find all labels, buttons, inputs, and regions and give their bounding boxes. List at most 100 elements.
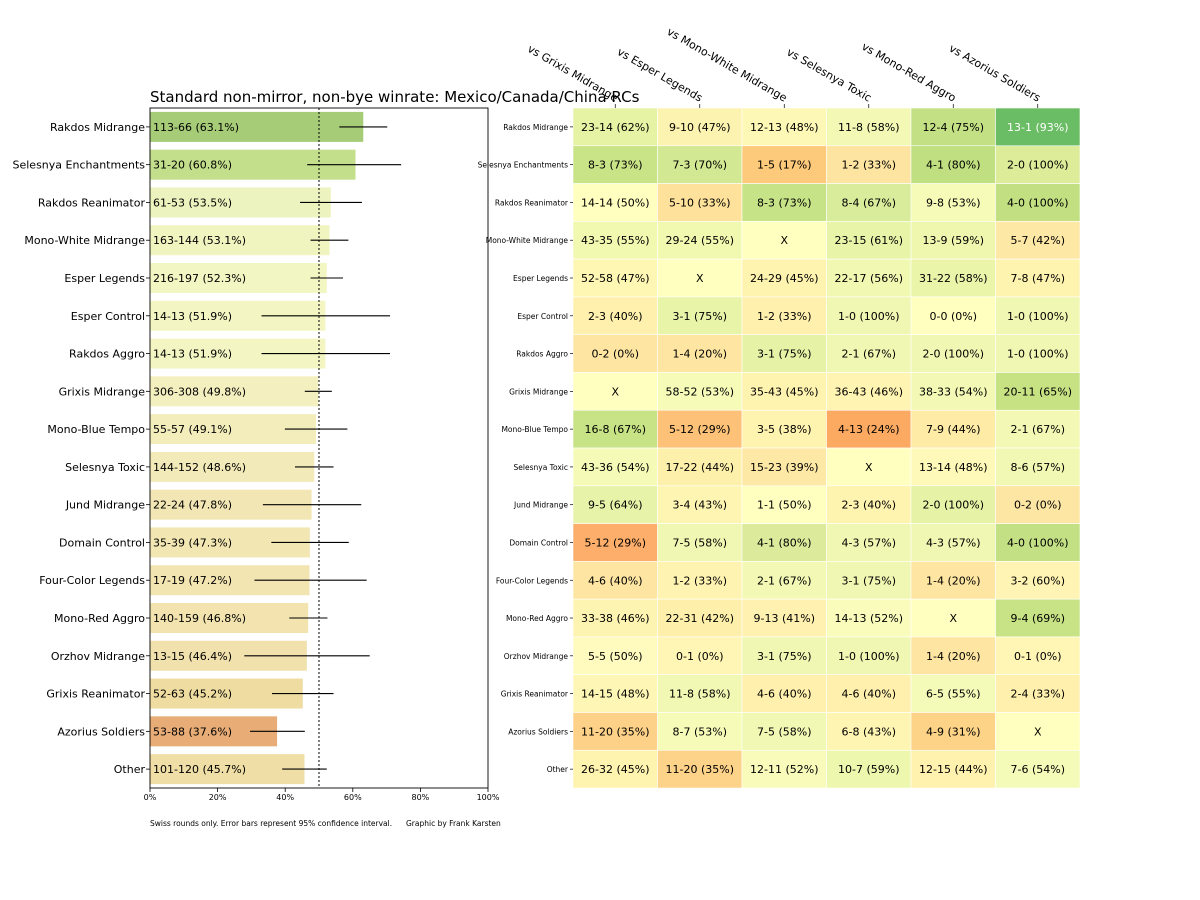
heatmap-cell-label: 6-8 (43%) bbox=[842, 725, 897, 738]
heatmap-cell bbox=[741, 598, 827, 638]
heatmap-cell-label: 52-58 (47%) bbox=[581, 272, 650, 285]
heatmap-cell-label: X bbox=[949, 612, 957, 625]
heatmap-cell-label: 4-6 (40%) bbox=[757, 688, 812, 701]
heatmap-cell-label: 11-20 (35%) bbox=[666, 763, 735, 776]
heatmap-cell-label: 4-6 (40%) bbox=[842, 688, 897, 701]
heatmap-cell-label: 8-3 (73%) bbox=[588, 159, 643, 172]
category-label: Selesnya Enchantments bbox=[13, 159, 146, 172]
heatmap-cell bbox=[995, 674, 1081, 713]
bar bbox=[150, 451, 315, 482]
heatmap-cell bbox=[995, 221, 1081, 260]
heatmap-cell bbox=[572, 221, 658, 260]
heatmap-cell-label: 7-3 (70%) bbox=[673, 159, 728, 172]
heatmap-cell-label: 1-4 (20%) bbox=[926, 574, 981, 587]
row-label: Esper Legends bbox=[513, 274, 568, 283]
bar bbox=[150, 754, 305, 785]
heatmap-cell bbox=[741, 636, 827, 675]
heatmap-cell-label: 14-13 (52%) bbox=[835, 612, 904, 625]
bar bbox=[150, 603, 309, 633]
heatmap-cell bbox=[572, 183, 658, 222]
bar-label: 31-20 (60.8%) bbox=[153, 159, 232, 172]
heatmap-cell bbox=[657, 258, 743, 298]
heatmap-cell bbox=[741, 674, 827, 713]
heatmap-cell bbox=[826, 447, 912, 487]
bar-label: 55-57 (49.1%) bbox=[153, 423, 232, 436]
heatmap-cell bbox=[910, 749, 996, 789]
bar-label: 35-39 (47.3%) bbox=[153, 536, 232, 549]
row-label: Jund Midrange bbox=[513, 501, 568, 510]
heatmap-cell-label: 2-3 (40%) bbox=[842, 499, 897, 512]
bar-label: 140-159 (46.8%) bbox=[153, 612, 246, 625]
bar-label: 101-120 (45.7%) bbox=[153, 763, 246, 776]
heatmap-cell-label: 1-2 (33%) bbox=[673, 574, 728, 587]
heatmap-cell bbox=[995, 334, 1081, 373]
bar-label: 14-13 (51.9%) bbox=[153, 310, 232, 323]
heatmap-cell-label: 2-1 (67%) bbox=[757, 574, 812, 587]
heatmap-cell bbox=[572, 107, 658, 147]
heatmap-cell bbox=[657, 749, 743, 789]
heatmap-cell bbox=[741, 447, 827, 487]
footnote: Swiss rounds only. Error bars represent … bbox=[150, 819, 392, 828]
category-label: Orzhov Midrange bbox=[51, 650, 145, 663]
heatmap-cell bbox=[826, 221, 912, 260]
category-label: Rakdos Reanimator bbox=[38, 196, 146, 209]
heatmap-cell-label: 24-29 (45%) bbox=[750, 272, 819, 285]
heatmap-cell-label: 14-15 (48%) bbox=[581, 688, 650, 701]
heatmap-cell-label: 11-20 (35%) bbox=[581, 725, 650, 738]
row-label: Mono-Red Aggro bbox=[506, 614, 568, 623]
heatmap-cell-label: 2-0 (100%) bbox=[1007, 159, 1069, 172]
heatmap-cell-label: 2-3 (40%) bbox=[588, 310, 643, 323]
heatmap-cell-label: 3-5 (38%) bbox=[757, 423, 812, 436]
heatmap-cell bbox=[826, 712, 912, 751]
heatmap-cell-label: 9-10 (47%) bbox=[669, 121, 731, 134]
bar-label: 61-53 (53.5%) bbox=[153, 196, 232, 209]
row-label: Domain Control bbox=[509, 538, 568, 547]
column-label: vs Selesnya Toxic bbox=[784, 46, 873, 105]
row-label: Four-Color Legends bbox=[496, 576, 568, 585]
heatmap-cell-label: X bbox=[696, 272, 704, 285]
heatmap-cell-label: 2-0 (100%) bbox=[923, 348, 985, 361]
heatmap-cell-label: X bbox=[1034, 725, 1042, 738]
bar-label: 13-15 (46.4%) bbox=[153, 650, 232, 663]
heatmap-cell-label: 2-1 (67%) bbox=[842, 348, 897, 361]
bar-label: 113-66 (63.1%) bbox=[153, 121, 239, 134]
heatmap-cell-label: 1-2 (33%) bbox=[757, 310, 812, 323]
category-label: Grixis Reanimator bbox=[46, 688, 145, 701]
heatmap-cell bbox=[741, 145, 827, 184]
heatmap-cell-label: 22-31 (42%) bbox=[666, 612, 735, 625]
heatmap-cell bbox=[910, 523, 996, 562]
heatmap-cell bbox=[741, 372, 827, 411]
row-label: Other bbox=[547, 765, 569, 774]
heatmap-cell-label: 6-5 (55%) bbox=[926, 688, 981, 701]
heatmap-cell-label: 4-1 (80%) bbox=[926, 159, 981, 172]
heatmap-cell bbox=[910, 258, 996, 298]
row-label: Selesnya Enchantments bbox=[478, 161, 568, 170]
category-label: Rakdos Aggro bbox=[69, 348, 145, 361]
heatmap-cell bbox=[995, 712, 1081, 751]
heatmap-cell-label: 13-9 (59%) bbox=[923, 234, 985, 247]
bar-label: 53-88 (37.6%) bbox=[153, 725, 232, 738]
category-label: Esper Legends bbox=[64, 272, 145, 285]
heatmap-cell-label: 3-2 (60%) bbox=[1011, 574, 1066, 587]
heatmap-cell bbox=[572, 598, 658, 638]
heatmap-cell-label: 4-3 (57%) bbox=[842, 536, 897, 549]
heatmap-cell-label: X bbox=[611, 385, 619, 398]
heatmap-cell-label: 43-35 (55%) bbox=[581, 234, 650, 247]
heatmap-cell-label: 17-22 (44%) bbox=[666, 461, 735, 474]
heatmap-cell-label: 4-13 (24%) bbox=[838, 423, 900, 436]
bar-label: 144-152 (48.6%) bbox=[153, 461, 246, 474]
heatmap-cell-label: 3-1 (75%) bbox=[757, 348, 812, 361]
winrate-bar-chart: Standard non-mirror, non-bye winrate: Me… bbox=[13, 88, 640, 828]
heatmap-cell bbox=[826, 598, 912, 638]
heatmap-cell-label: 9-13 (41%) bbox=[754, 612, 816, 625]
bar bbox=[150, 111, 364, 142]
heatmap-cell-label: 5-12 (29%) bbox=[585, 536, 647, 549]
category-label: Four-Color Legends bbox=[39, 574, 145, 587]
heatmap-cell-label: 3-1 (75%) bbox=[842, 574, 897, 587]
heatmap-cell-label: 9-4 (69%) bbox=[1011, 612, 1066, 625]
heatmap-cell bbox=[741, 107, 827, 147]
heatmap-cell-label: 1-0 (100%) bbox=[1007, 310, 1069, 323]
heatmap-cell bbox=[826, 296, 912, 335]
heatmap-cell bbox=[910, 447, 996, 487]
